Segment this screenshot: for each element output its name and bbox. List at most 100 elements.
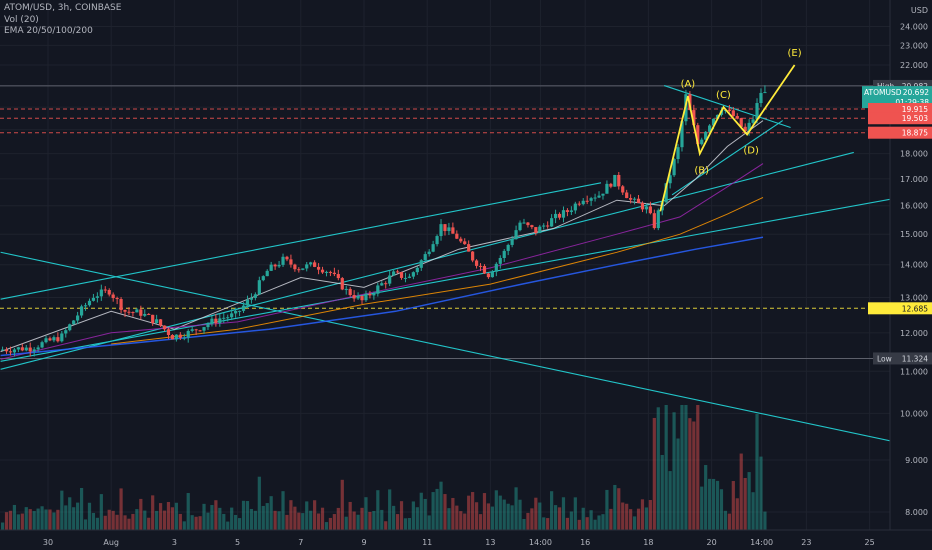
candle-body[interactable] <box>751 119 755 123</box>
candle-body[interactable] <box>83 305 88 307</box>
candle-body[interactable] <box>419 260 423 268</box>
candle-body[interactable] <box>625 192 629 199</box>
candle-body[interactable] <box>395 271 400 273</box>
candle-body[interactable] <box>332 272 336 275</box>
candle-body[interactable] <box>573 203 577 211</box>
candle-body[interactable] <box>147 313 151 315</box>
candle-body[interactable] <box>403 277 408 279</box>
candle-body[interactable] <box>20 347 24 351</box>
candle-body[interactable] <box>423 254 427 261</box>
candle-body[interactable] <box>111 294 115 299</box>
candle-body[interactable] <box>696 125 700 145</box>
candle-body[interactable] <box>617 174 621 187</box>
candle-body[interactable] <box>388 275 392 284</box>
candle-body[interactable] <box>471 251 475 261</box>
candle-body[interactable] <box>731 110 735 117</box>
candle-body[interactable] <box>482 266 487 274</box>
candle-body[interactable] <box>72 320 76 325</box>
candle-body[interactable] <box>131 312 135 314</box>
candle-body[interactable] <box>672 159 676 176</box>
candle-body[interactable] <box>542 225 546 227</box>
candle-body[interactable] <box>348 288 352 296</box>
candle-body[interactable] <box>664 183 668 203</box>
candle-body[interactable] <box>186 330 190 338</box>
candle-body[interactable] <box>680 121 684 148</box>
candle-body[interactable] <box>182 337 186 339</box>
volume-legend[interactable]: Vol (20) <box>4 14 39 25</box>
candle-body[interactable] <box>392 271 396 276</box>
candle-body[interactable] <box>534 227 538 234</box>
candle-body[interactable] <box>514 230 518 240</box>
candle-body[interactable] <box>28 347 32 352</box>
candle-body[interactable] <box>605 183 609 194</box>
candle-body[interactable] <box>593 197 597 199</box>
candle-body[interactable] <box>273 264 277 267</box>
candle-body[interactable] <box>411 272 415 277</box>
candle-body[interactable] <box>372 293 376 296</box>
candle-body[interactable] <box>24 347 28 351</box>
candle-body[interactable] <box>522 222 526 224</box>
candle-body[interactable] <box>257 280 261 295</box>
candle-body[interactable] <box>91 297 96 301</box>
candle-body[interactable] <box>143 313 147 316</box>
candle-body[interactable] <box>103 289 107 291</box>
trendline[interactable] <box>0 182 602 300</box>
candle-body[interactable] <box>107 290 111 295</box>
trendline[interactable] <box>0 151 854 370</box>
candle-body[interactable] <box>226 317 230 319</box>
candle-body[interactable] <box>309 262 313 265</box>
candle-body[interactable] <box>285 256 289 260</box>
candle-body[interactable] <box>640 203 645 210</box>
candle-body[interactable] <box>289 259 293 265</box>
candle-body[interactable] <box>439 224 443 237</box>
candle-body[interactable] <box>60 333 64 342</box>
candle-body[interactable] <box>36 347 40 350</box>
candle-body[interactable] <box>668 175 672 184</box>
candle-body[interactable] <box>747 122 751 132</box>
candle-body[interactable] <box>463 241 467 245</box>
candle-body[interactable] <box>656 210 660 229</box>
candle-body[interactable] <box>743 126 747 132</box>
candle-body[interactable] <box>155 319 159 324</box>
candle-body[interactable] <box>253 294 257 298</box>
candle-body[interactable] <box>115 298 119 300</box>
candle-body[interactable] <box>210 318 214 325</box>
candle-body[interactable] <box>162 325 167 330</box>
trendline[interactable] <box>0 251 932 460</box>
candle-body[interactable] <box>376 285 380 294</box>
candle-body[interactable] <box>151 314 155 324</box>
candle-body[interactable] <box>557 213 562 218</box>
candle-body[interactable] <box>577 203 581 205</box>
candle-body[interactable] <box>214 318 218 324</box>
candle-body[interactable] <box>48 338 52 341</box>
candle-body[interactable] <box>237 310 242 312</box>
candle-body[interactable] <box>704 131 708 140</box>
candle-body[interactable] <box>293 264 297 270</box>
candle-body[interactable] <box>281 256 285 265</box>
candle-body[interactable] <box>56 337 60 342</box>
candle-body[interactable] <box>636 198 641 204</box>
candle-body[interactable] <box>40 342 44 348</box>
candle-body[interactable] <box>407 276 412 278</box>
candle-body[interactable] <box>356 296 360 299</box>
candle-body[interactable] <box>301 268 305 270</box>
candle-body[interactable] <box>553 213 558 219</box>
candle-body[interactable] <box>415 267 419 273</box>
candle-body[interactable] <box>621 186 625 193</box>
candle-body[interactable] <box>32 349 36 352</box>
candle-body[interactable] <box>265 270 269 277</box>
candle-body[interactable] <box>127 311 131 313</box>
candle-body[interactable] <box>297 269 301 271</box>
candle-body[interactable] <box>589 198 593 201</box>
candle-body[interactable] <box>629 198 633 200</box>
symbol-legend[interactable]: ATOM/USD, 3h, COINBASE <box>4 3 122 13</box>
candle-body[interactable] <box>79 306 84 316</box>
candle-body[interactable] <box>320 269 325 273</box>
candle-body[interactable] <box>399 272 404 278</box>
candle-body[interactable] <box>119 298 123 310</box>
candle-body[interactable] <box>597 195 601 198</box>
candle-body[interactable] <box>380 283 384 286</box>
candle-body[interactable] <box>467 244 471 252</box>
candle-body[interactable] <box>502 250 506 258</box>
candle-body[interactable] <box>550 218 554 227</box>
